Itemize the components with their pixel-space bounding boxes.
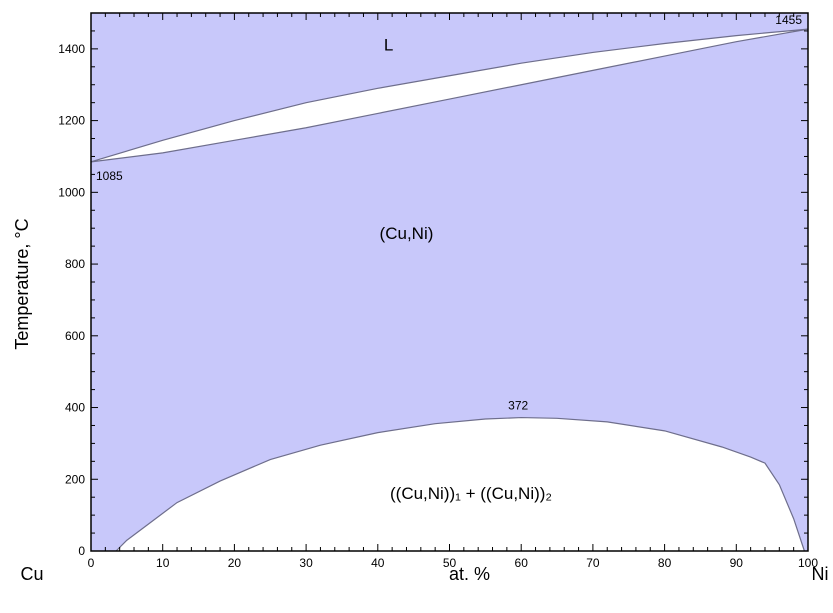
y-tick-label: 1000: [58, 185, 85, 199]
x-tick-label: 50: [443, 556, 457, 570]
miscibility-gap-region: [116, 417, 805, 551]
miscibility-gap-line: [115, 416, 805, 552]
y-tick-label: 800: [65, 257, 85, 271]
x-end-label-cu: Cu: [20, 564, 43, 584]
y-tick-label: 0: [78, 544, 85, 558]
liquidus-line: [90, 28, 809, 163]
y-tick-label: 400: [65, 401, 85, 415]
x-end-label-ni: Ni: [812, 564, 829, 584]
axes: [90, 12, 809, 552]
region-label: (Cu,Ni): [380, 224, 434, 243]
y-tick-label: 1400: [58, 42, 85, 56]
labels: 0 10 20 30 40 50 60 70 80 90 100020040060080010001…: [12, 13, 829, 584]
two-phase-lens-region: [91, 29, 808, 162]
x-tick-label: 30: [299, 556, 313, 570]
x-tick-label: 40: [371, 556, 385, 570]
x-tick-label: 70: [586, 556, 600, 570]
x-tick-label: 0: [88, 556, 95, 570]
x-tick-label: 80: [658, 556, 672, 570]
region-label: ((Cu,Ni))₁ + ((Cu,Ni))₂: [390, 484, 552, 503]
y-tick-label: 1200: [58, 114, 85, 128]
solidus-line: [90, 28, 809, 163]
x-tick-label: 10: [156, 556, 170, 570]
x-tick-label: 60: [515, 556, 529, 570]
plot-area: [90, 13, 809, 552]
x-axis-title: at. %: [449, 564, 490, 584]
region-label: L: [384, 36, 393, 55]
x-tick-label: 100: [798, 556, 818, 570]
x-tick-label: 20: [228, 556, 242, 570]
y-tick-label: 200: [65, 472, 85, 486]
point-label: 372: [508, 399, 528, 413]
y-tick-label: 600: [65, 329, 85, 343]
point-label: 1085: [96, 169, 123, 183]
point-label: 1455: [775, 13, 802, 27]
x-tick-label: 90: [730, 556, 744, 570]
y-axis-title: Temperature, °C: [12, 218, 32, 349]
